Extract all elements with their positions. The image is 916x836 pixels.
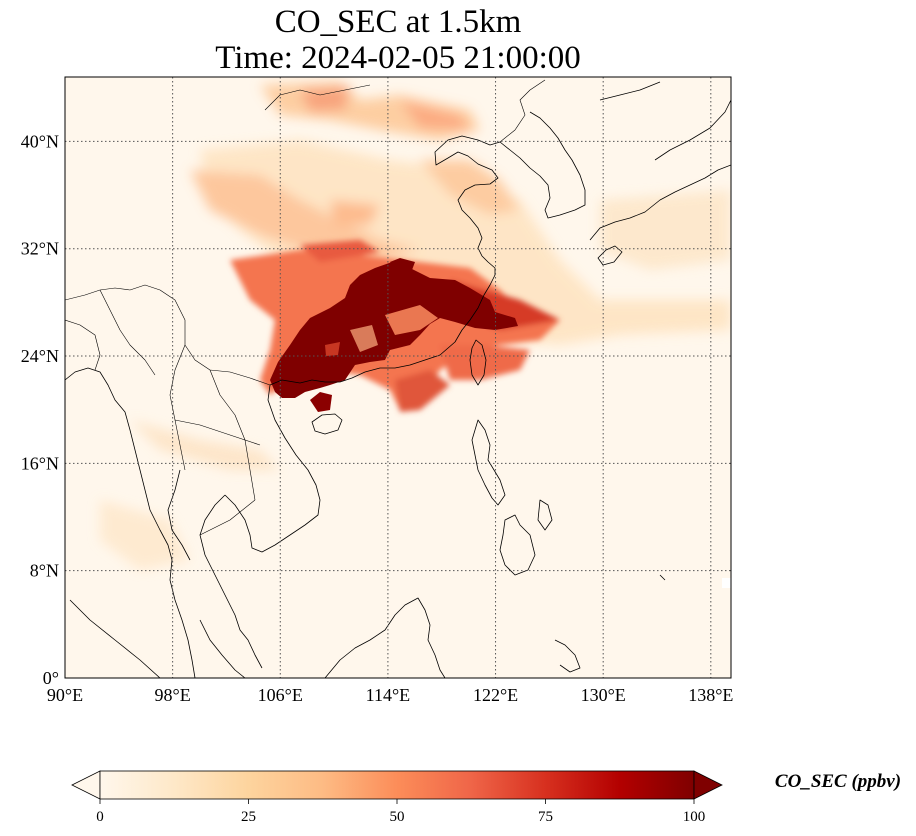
colorbar-tick-label: 50 <box>390 809 405 825</box>
lon-tick-label: 122°E <box>473 685 518 705</box>
lon-tick-label: 98°E <box>155 685 191 705</box>
latitude-ticks: 0° 8°N 16°N 24°N 32°N 40°N <box>21 131 59 688</box>
colorbar-gradient <box>99 770 695 800</box>
lon-tick-label: 90°E <box>47 685 83 705</box>
colorbar-extend-max <box>693 770 723 800</box>
colorbar-ticks: 0 25 50 75 100 <box>96 799 705 825</box>
map-panel <box>65 77 731 678</box>
colorbar-label: CO_SEC (ppbv) <box>775 771 901 792</box>
lon-tick-label: 114°E <box>366 685 411 705</box>
map-title: CO_SEC at 1.5km Time: 2024-02-05 21:00:0… <box>65 4 731 76</box>
longitude-ticks: 90°E 98°E 106°E 114°E 122°E 130°E 138°E <box>47 685 734 705</box>
colorbar-tick-label: 0 <box>96 809 104 825</box>
lat-tick-label: 40°N <box>21 131 59 151</box>
coastlines <box>65 79 731 678</box>
concentration-field <box>100 82 731 570</box>
title-time: Time: 2024-02-05 21:00:00 <box>215 40 581 76</box>
missing-data-patch <box>722 578 731 588</box>
lat-tick-label: 24°N <box>21 346 59 366</box>
map-frame <box>64 76 732 679</box>
lon-tick-label: 106°E <box>258 685 303 705</box>
lat-tick-label: 16°N <box>21 453 59 473</box>
title-variable: CO_SEC at 1.5km <box>274 4 522 40</box>
colorbar-tick-label: 75 <box>538 809 553 825</box>
colorbar-extend-min <box>71 770 101 800</box>
lat-tick-label: 8°N <box>30 561 59 581</box>
colorbar: 0 25 50 75 100 CO_SEC (ppbv) <box>71 770 901 825</box>
lat-tick-label: 0° <box>43 668 59 688</box>
colorbar-tick-label: 100 <box>683 809 706 825</box>
colorbar-tick-label: 25 <box>241 809 256 825</box>
gridlines <box>65 77 731 678</box>
lat-tick-label: 32°N <box>21 239 59 259</box>
lon-tick-label: 138°E <box>688 685 733 705</box>
lon-tick-label: 130°E <box>581 685 626 705</box>
